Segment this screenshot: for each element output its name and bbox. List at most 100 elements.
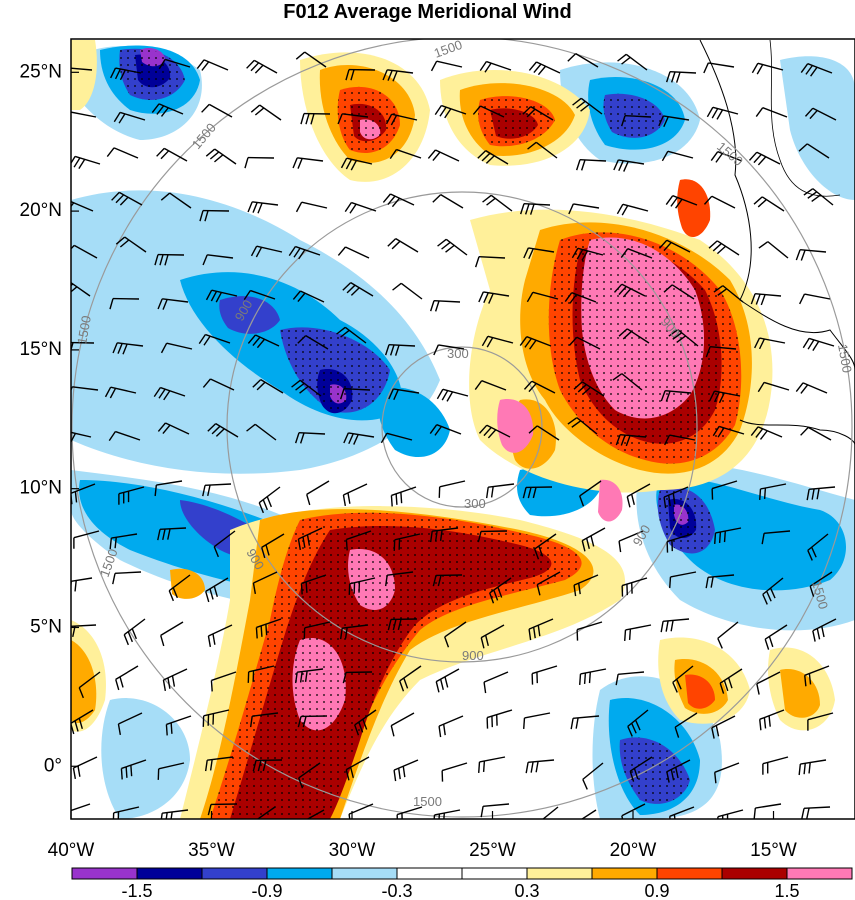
colorbar: -1.5 -0.9 -0.3 0.3 0.9 1.5 [71,867,853,900]
wind-barb [165,715,192,736]
wind-barb [705,574,735,589]
wind-barb [750,426,783,440]
wind-barb [620,248,653,259]
wind-barb [618,530,644,553]
wind-barb [764,624,788,650]
wind-barb [246,59,278,74]
wind-barb [523,380,556,394]
colorbar-swatch [786,867,853,880]
range-ring-label: 300 [464,496,486,511]
wind-barb [613,159,645,172]
wind-barb [384,343,416,356]
wind-barb [255,618,282,639]
wind-barb [477,150,509,165]
colorbar-swatch [331,867,398,880]
colorbar-label: -0.9 [251,881,282,900]
wind-barb [429,527,459,543]
wind-barb [71,111,97,118]
wind-barb [261,533,285,559]
wind-barb [252,571,278,594]
wind-barb [761,530,791,545]
wind-barb [71,67,93,71]
wind-barb [660,390,692,402]
wind-barb [306,809,325,819]
wind-barb [713,285,744,303]
wind-barb [536,571,561,596]
colorbar-swatch [266,867,333,880]
wind-barb [564,292,597,304]
wind-barb [668,329,699,347]
wind-barb [757,381,790,393]
range-ring-label: 1500 [835,343,855,374]
wind-barb [519,336,552,350]
wind-barb [522,106,554,121]
colorbar-swatch [591,867,658,880]
wind-barb [804,107,837,121]
wind-barb [438,480,466,498]
wind-barb [665,195,698,209]
wind-barb [157,762,185,780]
wind-barb [71,803,91,812]
lat-tick-label: 0° [44,755,62,776]
significance-stipple [119,48,742,819]
wind-barb [485,483,515,499]
lon-tick-label: 35°W [188,840,235,861]
wind-barb [615,671,645,686]
wind-barb [714,527,742,544]
wind-barb [339,387,371,400]
wind-barb [160,342,193,354]
wind-barb [78,671,101,699]
wind-barb [478,756,506,773]
wind-barb [104,386,137,399]
wind-barb [669,571,697,588]
colorbar-swatch [526,867,593,880]
range-ring-label: 1500 [74,314,94,345]
wind-barb [661,150,694,162]
wind-barb [706,106,739,120]
wind-barb [295,201,328,213]
wind-barb [252,759,283,772]
wind-barb [486,709,513,729]
wind-barb [669,806,695,819]
wind-barb [801,806,831,819]
colorbar-swatch [201,867,268,880]
wind-barb [809,571,833,597]
wind-barb [303,621,331,639]
wind-barb [153,386,186,401]
wind-barb [665,70,697,83]
wind-barb [795,382,828,394]
wind-barb [297,335,329,350]
wind-barb [247,334,280,349]
wind-barb [708,240,740,256]
wind-barb [156,147,188,162]
wind-barb [109,533,138,550]
wind-barb [523,247,555,260]
wind-barb [392,282,423,300]
colorbar-swatch [656,867,723,880]
wind-barb [202,378,235,391]
wind-barb [759,709,785,731]
wind-barb [71,200,94,212]
wind-barb [204,756,234,772]
wind-barb [523,712,551,729]
map-field [71,39,855,819]
wind-barb [582,762,604,790]
wind-barb [244,156,275,169]
wind-barb [112,571,142,585]
wind-barb [478,424,511,439]
wind-barb [297,715,328,728]
wind-barb [714,762,740,784]
wind-barb [258,486,281,514]
coastline [699,39,855,446]
wind-barb [207,803,238,816]
wind-barb [340,157,373,171]
wind-barb [393,759,419,782]
wind-barb [73,530,100,549]
wind-barb [807,712,834,731]
wind-barb [480,803,510,818]
wind-barb [123,618,146,646]
wind-barb [213,530,236,558]
wind-barb [527,141,558,159]
wind-barb [795,249,827,261]
